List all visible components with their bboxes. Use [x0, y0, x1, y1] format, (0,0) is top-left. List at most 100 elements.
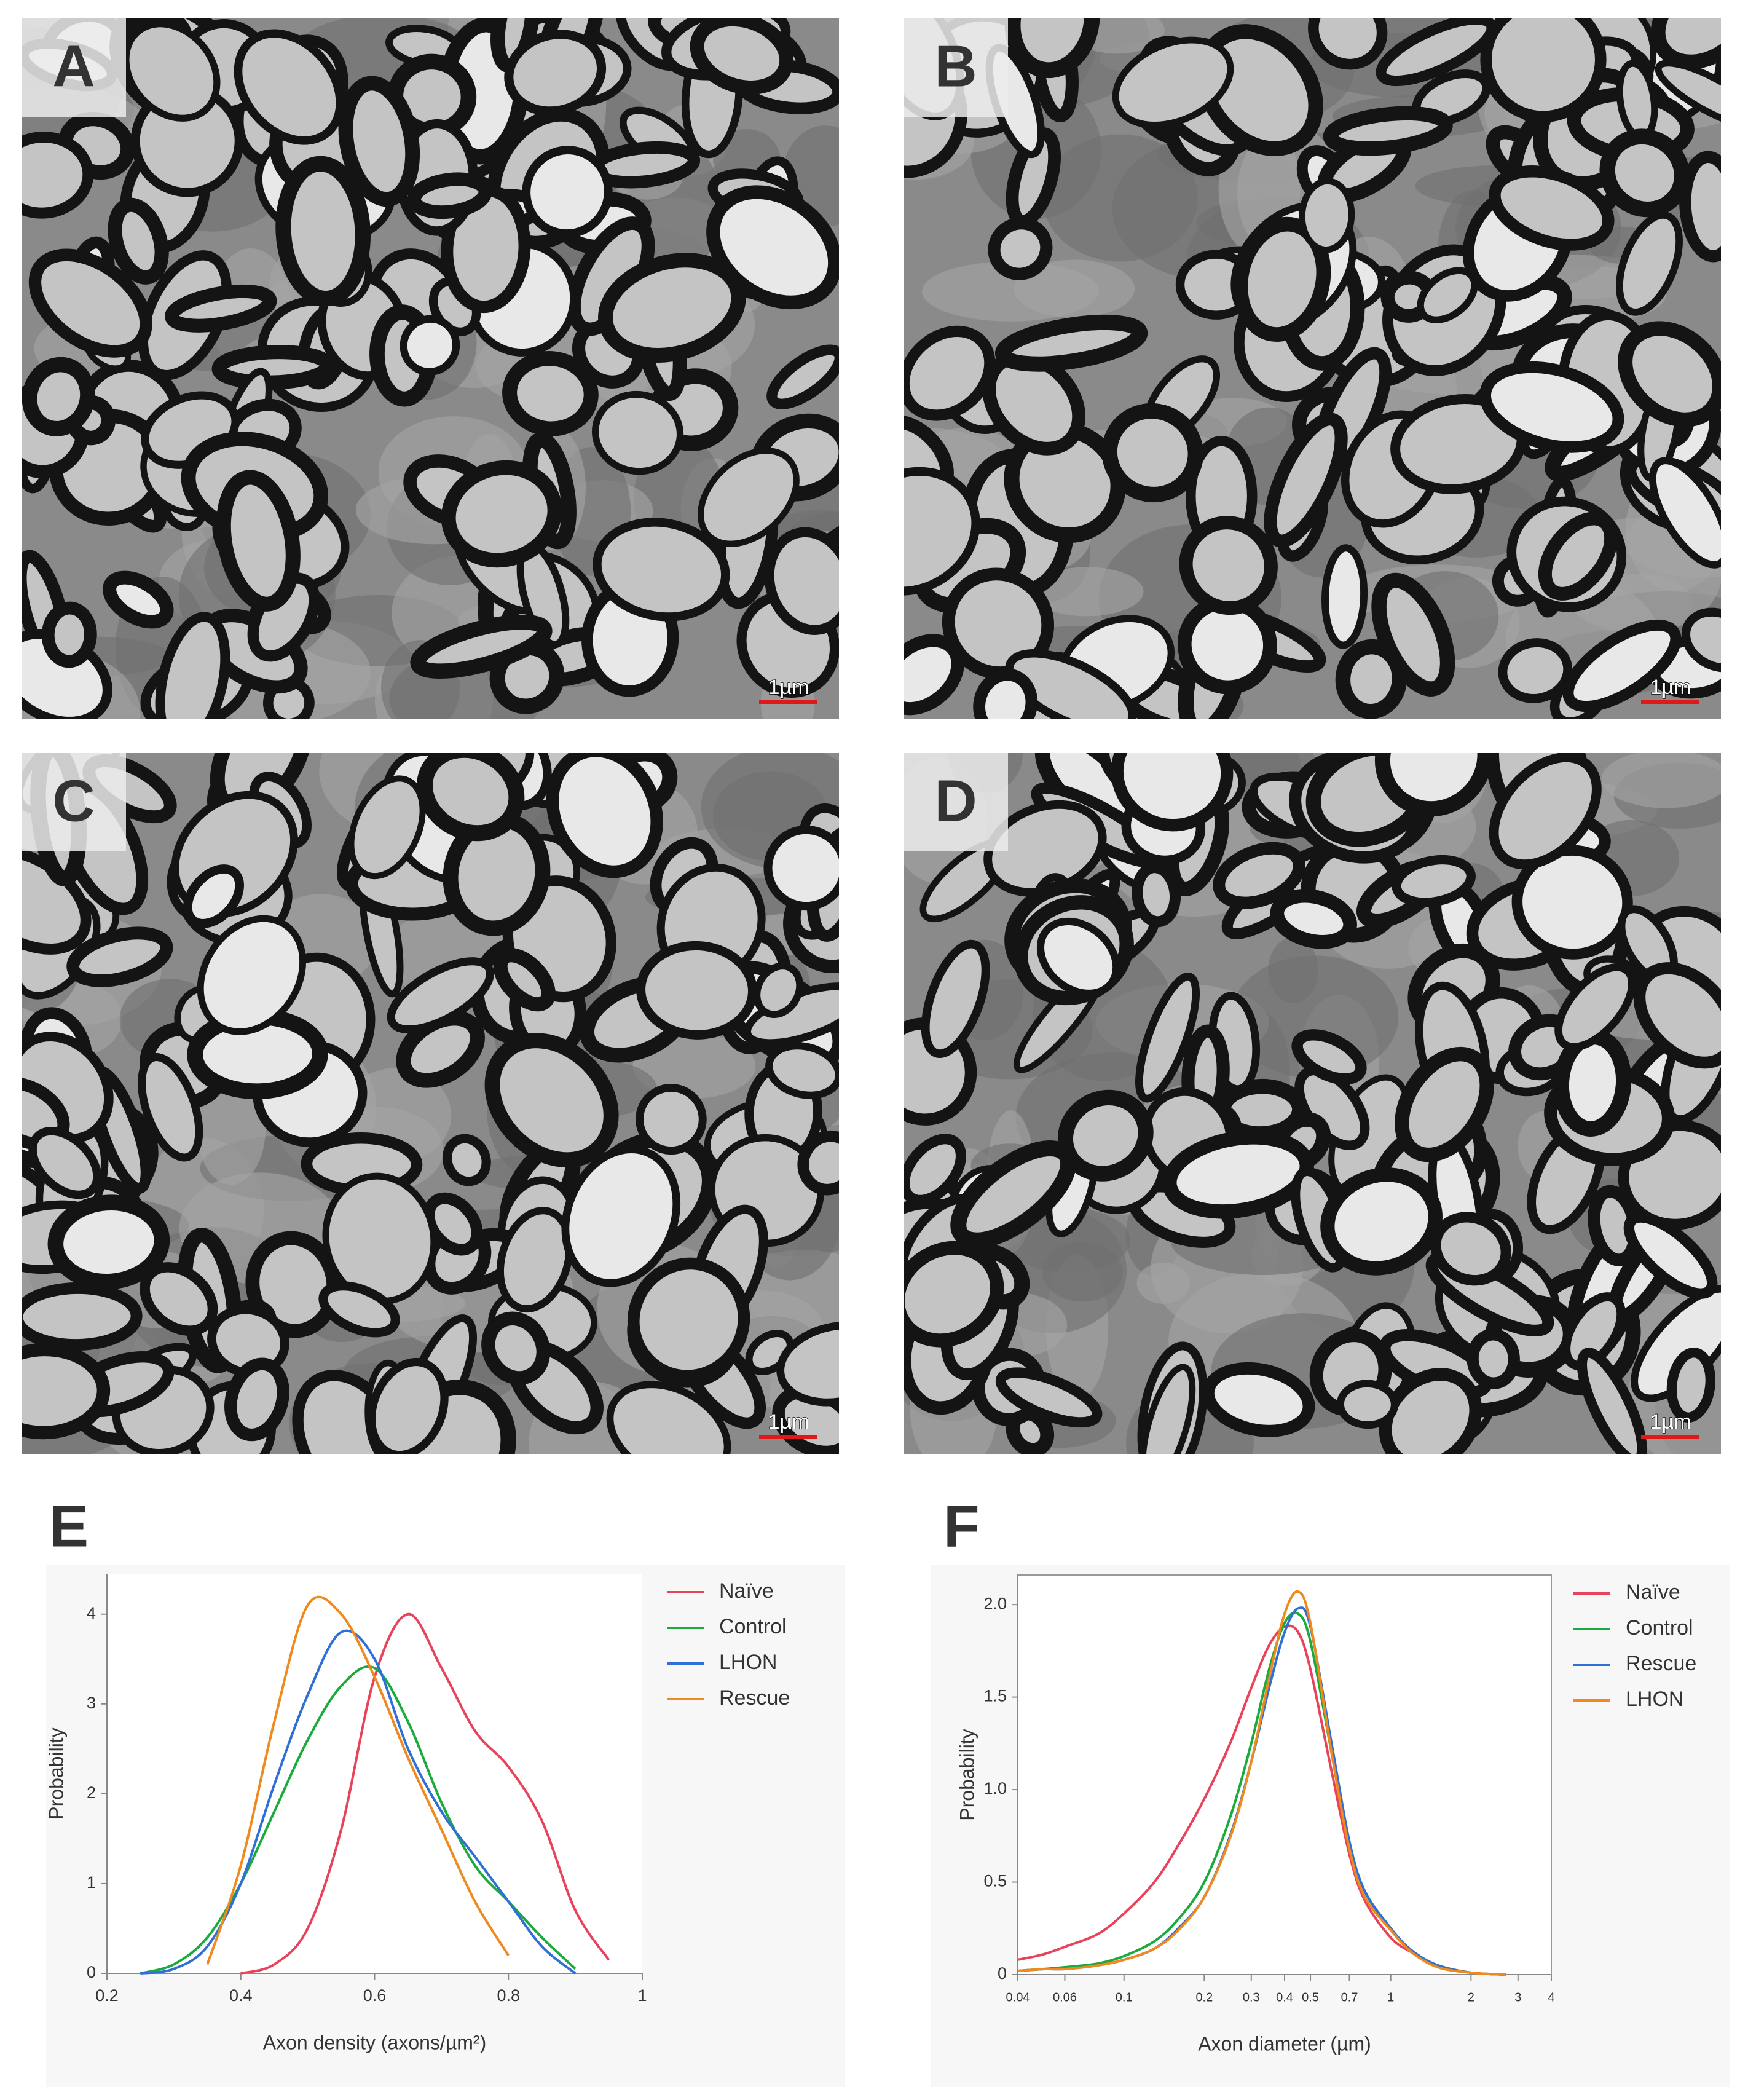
panel-label: D — [934, 768, 977, 834]
axon — [1655, 60, 1721, 130]
axon — [982, 350, 1086, 456]
axon — [995, 1367, 1103, 1428]
axon — [103, 570, 174, 629]
y-axis-label: Probability — [956, 1729, 978, 1820]
axon — [921, 939, 990, 1059]
axon — [1233, 216, 1331, 342]
axon — [493, 948, 556, 1012]
panel-label: F — [943, 1493, 980, 1559]
axon — [211, 345, 336, 390]
axon — [776, 1321, 839, 1407]
scale-bar-label: 1µm — [1650, 676, 1691, 699]
axon — [1679, 151, 1721, 262]
tissue-patch — [1030, 567, 1144, 617]
axon — [690, 18, 794, 95]
y-axis-label: Probability — [45, 1727, 67, 1819]
legend-label: Naïve — [1626, 1581, 1680, 1604]
axon — [22, 131, 94, 219]
axon — [1633, 962, 1721, 1069]
x-tick-label: 2 — [1468, 1991, 1474, 2004]
axon — [1308, 18, 1388, 70]
axon — [1562, 619, 1682, 712]
legend-label: Rescue — [1626, 1652, 1696, 1675]
axon — [1681, 607, 1721, 673]
x-tick-label: 0.4 — [229, 1986, 253, 2005]
x-tick-label: 0.4 — [1276, 1991, 1293, 2004]
axon — [1101, 403, 1203, 503]
axon — [1623, 1212, 1718, 1299]
axon — [496, 1207, 573, 1313]
x-tick-label: 0.04 — [1006, 1991, 1030, 2004]
axon — [502, 351, 599, 436]
x-tick-label: 0.7 — [1341, 1991, 1358, 2004]
series-line — [140, 1665, 577, 1975]
label-box — [22, 18, 126, 117]
axon — [561, 1145, 681, 1287]
y-tick-label: 2 — [87, 1783, 96, 1802]
axon — [766, 344, 839, 409]
x-tick-label: 1 — [1387, 1991, 1394, 2004]
axon — [904, 1241, 1004, 1348]
axon — [155, 612, 230, 719]
axon — [1599, 128, 1690, 218]
axon — [1650, 18, 1721, 69]
axon — [122, 20, 221, 122]
axon — [318, 1281, 400, 1338]
axon — [1554, 963, 1636, 1051]
scale-bar-label: 1µm — [768, 676, 809, 699]
axon — [706, 185, 839, 310]
series-line — [206, 1595, 510, 1965]
axon — [1162, 1130, 1314, 1219]
axon — [1498, 638, 1573, 703]
axon — [904, 325, 996, 421]
axon — [797, 1130, 839, 1196]
axon — [765, 1042, 839, 1099]
axon — [47, 1194, 170, 1290]
axon — [322, 1172, 438, 1305]
y-tick-label: 1.5 — [983, 1687, 1007, 1705]
micrograph — [904, 18, 1721, 719]
panel-label: B — [934, 33, 977, 99]
axon — [522, 146, 613, 238]
x-tick-label: 1 — [637, 1986, 647, 2005]
axon — [22, 1343, 111, 1440]
axon — [28, 1127, 101, 1199]
axon — [138, 1052, 203, 1162]
axon — [1179, 516, 1278, 615]
x-tick-label: 3 — [1514, 1991, 1521, 2004]
axon — [763, 825, 839, 911]
legend-label: Control — [719, 1615, 787, 1638]
axon — [338, 76, 420, 207]
axon — [1177, 595, 1277, 695]
axon — [1335, 639, 1407, 719]
axon — [1140, 1364, 1196, 1454]
x-tick-label: 4 — [1548, 1991, 1554, 2004]
plot-area — [1017, 1574, 1552, 1975]
axon — [22, 1282, 143, 1351]
axon — [224, 1357, 289, 1442]
axon — [1270, 889, 1357, 949]
axon — [1291, 1029, 1367, 1085]
legend-label: Naïve — [719, 1579, 774, 1603]
y-tick-label: 2.0 — [983, 1594, 1007, 1612]
axon — [593, 518, 730, 622]
x-tick-label: 0.3 — [1243, 1991, 1260, 2004]
axon — [627, 1257, 750, 1383]
scale-bar-label: 1µm — [768, 1410, 809, 1434]
axon — [1489, 753, 1602, 870]
panel-label: A — [52, 33, 95, 99]
tissue-patch — [1601, 753, 1721, 808]
axon — [1264, 412, 1348, 548]
tissue-patch — [197, 1073, 266, 1185]
axon — [950, 1140, 1077, 1249]
axon — [546, 753, 663, 878]
y-tick-label: 1 — [87, 1873, 96, 1892]
tissue-patch — [1042, 1242, 1123, 1302]
x-tick-label: 0.06 — [1053, 1991, 1077, 2004]
axon — [1379, 1368, 1482, 1454]
y-tick-label: 4 — [87, 1604, 96, 1622]
axon — [1213, 842, 1305, 909]
micrograph — [22, 753, 839, 1454]
tissue-patch — [922, 261, 1099, 322]
